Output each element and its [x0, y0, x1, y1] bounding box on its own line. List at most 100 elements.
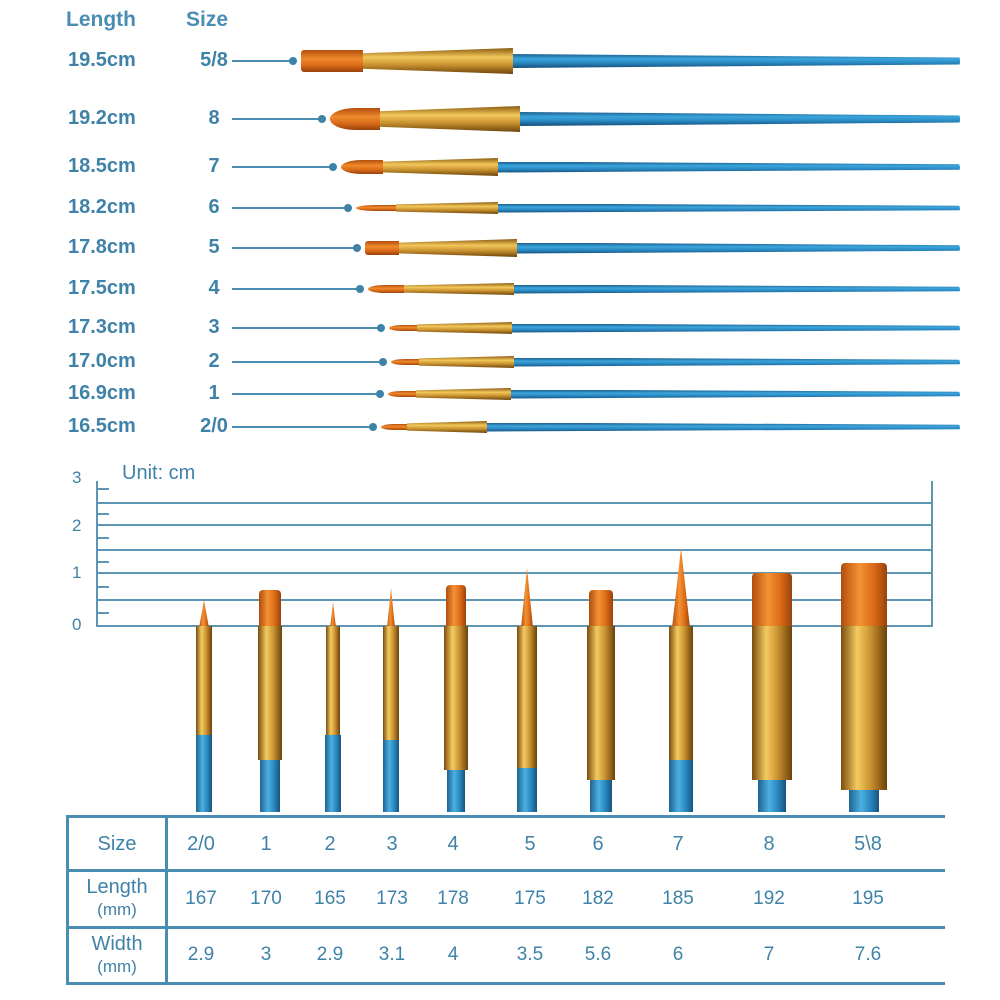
brush-bristles [521, 568, 533, 628]
leader-line [232, 327, 381, 329]
table-cell: 6 [672, 944, 684, 966]
brush-handle [517, 768, 537, 812]
brush-handle [849, 790, 879, 812]
brush-ferrule [380, 106, 520, 132]
brush-handle [196, 735, 212, 812]
leader-line [232, 207, 348, 209]
length-header: Length [66, 8, 136, 31]
table-cell: 192 [753, 887, 785, 909]
size-label: 6 [208, 196, 220, 218]
brush-handle [383, 740, 399, 812]
size-label: 2 [208, 350, 220, 372]
brush-handle [498, 203, 960, 213]
brush-bristles [387, 588, 395, 628]
table-row-length: Length (mm) 167 170 165 173 178 175 182 185 192 19… [66, 869, 945, 929]
brush-bristles [368, 285, 404, 293]
table-cell: 1 [260, 832, 272, 855]
table-cell: 7 [763, 944, 775, 966]
size-label: 3 [208, 316, 220, 338]
brush-handle [758, 780, 786, 812]
table-cell: 4 [447, 832, 459, 855]
table-cell: 3 [386, 832, 398, 855]
brush-ferrule [417, 322, 512, 334]
ruler-tick [97, 488, 109, 490]
leader-dot [376, 390, 384, 398]
brush-bristles [259, 590, 281, 628]
brush-ferrule [587, 626, 615, 780]
table-cell: 2 [324, 832, 336, 855]
ruler-axis [96, 481, 98, 627]
leader-dot [356, 285, 364, 293]
brush-handle [512, 323, 960, 333]
size-label: 5 [208, 236, 220, 258]
brush-ferrule [419, 356, 514, 368]
size-header: Size [186, 8, 229, 31]
brush-ferrule [404, 283, 514, 295]
ruler-gridline [97, 549, 932, 551]
leader-dot [344, 204, 352, 212]
tick-label-1: 1 [72, 563, 82, 582]
row-header-size: Size [66, 814, 168, 873]
length-label: 16.5cm [68, 415, 136, 437]
brush-bristles [199, 600, 209, 628]
table-cell: 7 [672, 832, 684, 855]
table-cell: 6 [592, 832, 604, 855]
table-cell: 175 [514, 887, 546, 909]
ruler-gridline [97, 502, 932, 504]
brush-ferrule [841, 626, 887, 790]
leader-line [232, 247, 357, 249]
brush-bristles [388, 391, 416, 397]
tick-label-3: 3 [72, 468, 82, 487]
leader-line [232, 288, 360, 290]
leader-line [232, 426, 373, 428]
length-label: 19.2cm [68, 107, 136, 129]
table-row-width: Width (mm) 2.9 3 2.9 3.1 4 3.5 5.6 6 7 7.6 [66, 925, 945, 986]
size-label: 5/8 [200, 49, 228, 71]
brush-handle [517, 242, 960, 254]
brush-ferrule [383, 158, 498, 176]
table-cell: 2/0 [187, 832, 215, 855]
brush-handle [260, 760, 280, 812]
size-label: 2/0 [200, 415, 228, 437]
leader-dot [329, 163, 337, 171]
brush-handle [487, 422, 960, 432]
brush-bristles [389, 325, 417, 331]
ruler-gridline [97, 572, 932, 574]
size-label: 4 [208, 277, 220, 299]
tick-label-2: 2 [72, 516, 82, 535]
ruler-tick [97, 537, 109, 539]
brush-bristles [841, 563, 887, 628]
brush-bristles [341, 160, 383, 174]
length-label: 17.5cm [68, 277, 136, 299]
ruler-tick [97, 561, 109, 563]
ruler-tick [97, 513, 109, 515]
table-cell: 173 [376, 887, 408, 909]
table-cell: 3.5 [516, 944, 544, 966]
table-cell: 170 [250, 887, 282, 909]
tick-label-0: 0 [72, 615, 82, 634]
table-cell: 7.6 [854, 944, 882, 966]
brush-bristles [356, 205, 396, 211]
row-header-width: Width (mm) [66, 925, 168, 986]
table-cell: 167 [185, 887, 217, 909]
brush-ferrule [258, 626, 282, 760]
table-cell: 3.1 [378, 944, 406, 966]
brush-handle [325, 735, 341, 812]
length-label: 19.5cm [68, 49, 136, 71]
brush-handle [498, 161, 960, 173]
size-table: Size 2/0 1 2 3 4 5 6 7 8 5\8 Length (mm) 167 170 165… [66, 814, 945, 986]
brush-handle [447, 770, 465, 812]
length-label: 18.2cm [68, 196, 136, 218]
length-unit: (mm) [97, 900, 137, 920]
leader-dot [353, 244, 361, 252]
ruler-tick [97, 586, 109, 588]
table-cell: 5 [524, 832, 536, 855]
brush-ferrule [669, 626, 693, 760]
table-cell: 5\8 [854, 832, 882, 855]
table-cell: 182 [582, 887, 614, 909]
ruler-gridline [97, 524, 932, 526]
brush-handle [590, 780, 612, 812]
leader-line [232, 166, 333, 168]
size-label: 7 [208, 155, 220, 177]
table-cell: 2.9 [187, 944, 215, 966]
